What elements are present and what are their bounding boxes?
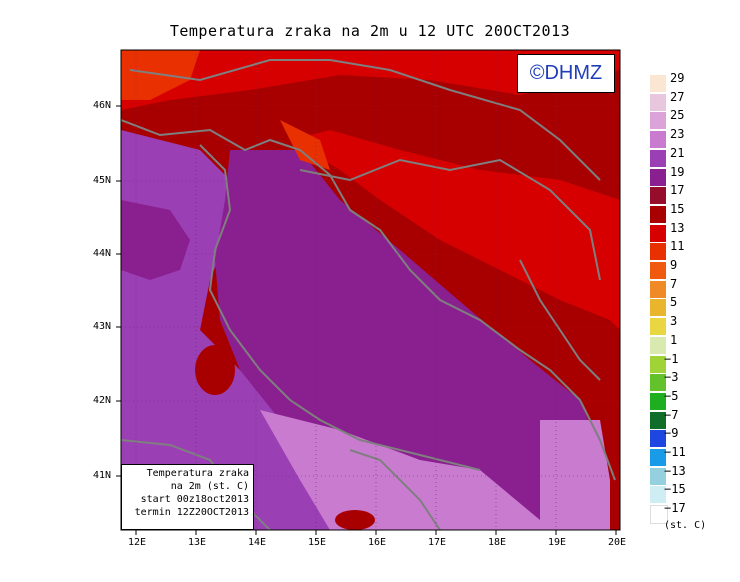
- lat-label: 42N: [93, 395, 112, 406]
- colorbar-swatch: [650, 392, 666, 410]
- colorbar-label: −9: [664, 426, 679, 441]
- info-box: Temperatura zraka na 2m (st. C) start 00…: [121, 464, 254, 530]
- info-line: Temperatura zraka: [146, 468, 249, 479]
- lon-label: 14E: [248, 537, 267, 548]
- colorbar-label: 11: [670, 239, 685, 254]
- colorbar-swatch: [650, 355, 666, 373]
- colorbar-unit: (st. C): [664, 520, 707, 531]
- colorbar-swatch: [650, 149, 666, 167]
- ionian-light: [540, 420, 610, 530]
- lat-label: 46N: [93, 100, 112, 111]
- colorbar-swatch: [650, 75, 666, 92]
- colorbar-swatch: [650, 374, 666, 392]
- lat-label: 44N: [93, 248, 112, 259]
- colorbar-label: 17: [670, 183, 685, 198]
- colorbar-swatch: [650, 449, 666, 466]
- lon-label: 13E: [188, 537, 207, 548]
- lon-label: 16E: [368, 537, 387, 548]
- colorbar-swatch: [650, 336, 666, 354]
- colorbar-label: 9: [670, 258, 678, 272]
- colorbar-label: −7: [664, 407, 679, 422]
- lat-label: 43N: [93, 321, 112, 332]
- lon-label: 15E: [308, 537, 327, 548]
- colorbar-swatch: [650, 93, 666, 111]
- colorbar-swatch: [650, 318, 666, 336]
- south-sea-light: [260, 410, 540, 530]
- lon-label: 12E: [128, 537, 147, 548]
- colorbar-swatch: [650, 299, 666, 317]
- colorbar-label: 29: [670, 71, 685, 85]
- colorbar-label: 7: [670, 276, 678, 291]
- colorbar-swatch: [650, 262, 666, 279]
- colorbar-swatch: [650, 280, 666, 298]
- colorbar-swatch: [650, 187, 666, 205]
- colorbar-swatch: [650, 467, 666, 485]
- colorbar-label: −11: [664, 445, 686, 459]
- dinaric-band: [290, 130, 620, 330]
- italy-purple-patch: [121, 200, 190, 280]
- colorbar-label: 3: [670, 314, 678, 329]
- lon-label: 18E: [488, 537, 507, 548]
- colorbar-swatch: [650, 224, 666, 242]
- lon-label: 17E: [428, 537, 447, 548]
- colorbar-label: −13: [664, 463, 686, 478]
- colorbar-swatch: [650, 168, 666, 186]
- colorbar-label: 25: [670, 108, 685, 123]
- colorbar-swatch: [650, 411, 666, 429]
- info-line: start 00z18oct2013: [140, 494, 249, 505]
- colorbar-label: −17: [664, 501, 686, 516]
- colorbar-label: 23: [670, 127, 685, 142]
- istria-hot: [280, 120, 330, 170]
- colorbar-label: 21: [670, 145, 685, 160]
- colorbar-swatch: [650, 430, 666, 448]
- colorbar-label: −3: [664, 370, 679, 385]
- lon-label: 20E: [608, 537, 627, 548]
- colorbar-swatch: [650, 486, 666, 504]
- dhmz-logo: ©DHMZ: [517, 54, 615, 93]
- lon-label: 19E: [548, 537, 567, 548]
- colorbar-swatch: [650, 505, 668, 525]
- colorbar-label: 5: [670, 295, 678, 310]
- lat-label: 41N: [93, 470, 112, 481]
- lat-label: 45N: [93, 175, 112, 186]
- plot-frame: [120, 49, 621, 531]
- colorbar-label: 19: [670, 164, 685, 179]
- colorbar-swatch: [650, 131, 666, 149]
- map-title: Temperatura zraka na 2m u 12 UTC 20OCT20…: [169, 22, 571, 40]
- info-line: na 2m (st. C): [170, 481, 249, 492]
- colorbar-label: 1: [670, 332, 678, 347]
- colorbar-label: 27: [670, 89, 685, 104]
- colorbar-label: −1: [664, 351, 679, 366]
- colorbar-swatch: [650, 243, 666, 261]
- colorbar-label: −15: [664, 482, 686, 497]
- colorbar-label: 15: [670, 201, 685, 216]
- colorbar-swatch: [650, 112, 666, 130]
- north-warm-band: [121, 50, 620, 110]
- colorbar-swatch: [650, 205, 666, 223]
- info-line: termin 12Z20OCT2013: [134, 507, 249, 518]
- colorbar-label: −5: [664, 388, 679, 403]
- colorbar-label: 13: [670, 220, 685, 235]
